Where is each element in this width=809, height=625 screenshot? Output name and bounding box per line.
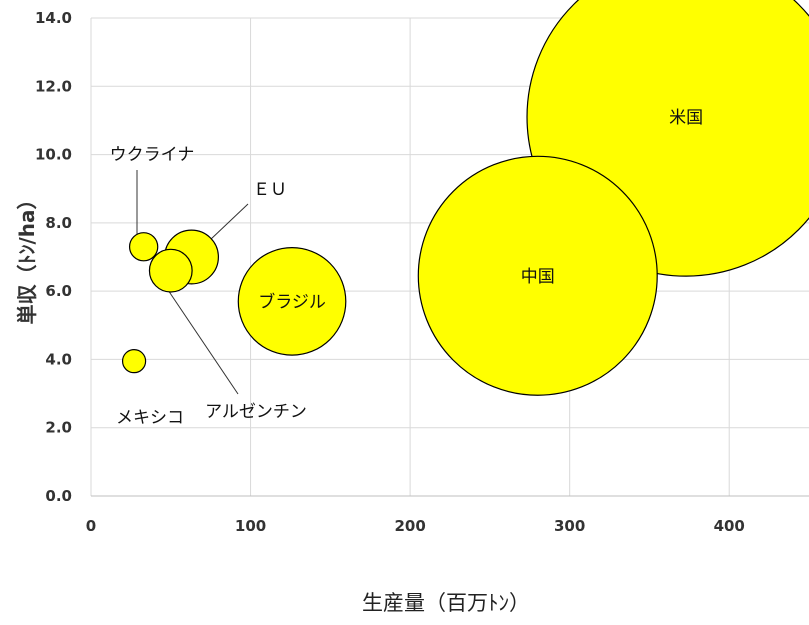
- x-tick-label: 300: [554, 517, 585, 535]
- bubble-label-1: 中国: [521, 267, 555, 287]
- bubbles: [121, 0, 809, 396]
- y-tick-label: 4.0: [45, 350, 72, 368]
- bubble-1: [417, 155, 658, 396]
- callout-label-6: メキシコ: [116, 408, 184, 428]
- bubble-2: [237, 247, 347, 356]
- y-tick-label: 12.0: [35, 77, 72, 95]
- y-axis-label: 単収（ﾄﾝ/ha）: [15, 189, 39, 324]
- callout-line-3: [209, 203, 249, 241]
- bubble-6: [121, 349, 147, 374]
- x-tick-label: 400: [714, 517, 745, 535]
- y-tick-label: 6.0: [45, 282, 72, 300]
- x-tick-label: 200: [394, 517, 425, 535]
- bubble-label-0: 米国: [669, 108, 703, 128]
- y-tick-label: 14.0: [35, 9, 72, 27]
- y-tick-label: 10.0: [35, 146, 72, 164]
- x-tick-label: 0: [86, 517, 96, 535]
- bubble-4: [148, 248, 193, 293]
- y-tick-label: 8.0: [45, 214, 72, 232]
- callout-line-4: [167, 289, 239, 395]
- callout-label-5: ウクライナ: [110, 145, 195, 165]
- axes: [90, 18, 809, 497]
- tick-labels: 0.0 2.0 4.0 6.0 8.0 10.0 12.0 14.0 0 100 200 300 400: [35, 9, 745, 535]
- x-tick-label: 100: [235, 517, 266, 535]
- bubble-label-2: ブラジル: [258, 291, 326, 312]
- y-tick-label: 2.0: [45, 419, 72, 437]
- bubble-5: [128, 232, 159, 262]
- callout-lines: [136, 170, 249, 395]
- y-tick-label: 0.0: [45, 487, 72, 505]
- callout-label-3: ＥＵ: [253, 180, 287, 200]
- callout-label-4: アルゼンチン: [205, 402, 307, 422]
- x-axis-label: 生産量（百万ﾄﾝ）: [362, 591, 530, 615]
